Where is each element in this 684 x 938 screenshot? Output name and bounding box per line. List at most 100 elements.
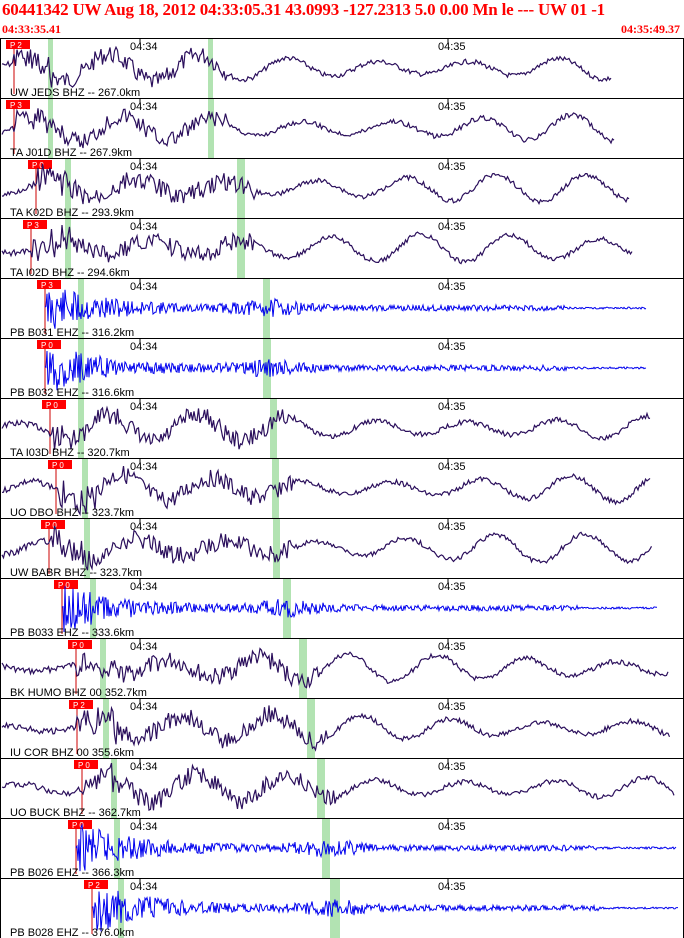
- pick-marker: [48, 460, 72, 469]
- minute-label: 04:34: [130, 41, 158, 53]
- station-label: PB B028 EHZ -- 376.0km: [10, 927, 134, 938]
- window-band: [237, 159, 245, 218]
- pick-marker: [37, 340, 61, 349]
- window-band: [330, 879, 340, 938]
- station-label: PB B033 EHZ -- 333.6km: [10, 627, 134, 639]
- station-label: TA I02D BHZ -- 294.6km: [10, 267, 130, 279]
- minute-label: 04:35: [438, 341, 466, 353]
- pick-label: P 0: [58, 581, 70, 590]
- event-header-title: 60441342 UW Aug 18, 2012 04:33:05.31 43.…: [2, 0, 605, 19]
- window-band: [273, 519, 280, 578]
- pick-marker: [84, 880, 108, 889]
- pick-marker: [28, 160, 52, 169]
- minute-label: 04:35: [438, 881, 466, 893]
- pick-label: P 0: [52, 461, 64, 470]
- pick-label: P 0: [46, 401, 58, 410]
- trace-panel: 04:34 04:35 P 0 UW BABR BHZ -- 323.7km: [0, 518, 684, 579]
- trace-panel: 04:34 04:35 P 3 PB B031 EHZ -- 316.2km: [0, 278, 684, 339]
- pick-marker: [69, 700, 93, 709]
- pick-label: P 2: [88, 881, 100, 890]
- minute-label: 04:34: [130, 401, 158, 413]
- window-band: [78, 339, 84, 398]
- trace-panel: 04:34 04:35 P 2 IU COR BHZ 00 355.6km: [0, 698, 684, 759]
- trace-panel: 04:34 04:35 P 0 UO DBO BHZ -- 323.7km: [0, 458, 684, 519]
- station-label: UO DBO BHZ -- 323.7km: [10, 507, 134, 519]
- station-label: UW JEDS BHZ -- 267.0km: [10, 87, 140, 99]
- window-band: [208, 99, 214, 158]
- window-band: [307, 699, 315, 758]
- window-band: [48, 39, 53, 98]
- trace-panel: 04:34 04:35 P 3 TA J01D BHZ -- 267.9km: [0, 98, 684, 159]
- trace-panel: 04:34 04:35 P 0 TA K02D BHZ -- 293.9km: [0, 158, 684, 219]
- minute-label: 04:35: [438, 761, 466, 773]
- window-band: [78, 399, 84, 458]
- pick-marker: [68, 640, 92, 649]
- station-label: PB B031 EHZ -- 316.2km: [10, 327, 134, 339]
- pick-label: P 0: [72, 821, 84, 830]
- waveform-trace: [1, 466, 651, 516]
- waveform-trace: [1, 762, 675, 811]
- window-band: [103, 699, 109, 758]
- waveform-trace: [44, 289, 647, 329]
- minute-label: 04:34: [130, 641, 158, 653]
- window-band: [100, 639, 106, 698]
- waveform-trace: [1, 225, 633, 265]
- minute-label: 04:34: [130, 881, 158, 893]
- pick-label: P 3: [10, 101, 22, 110]
- window-band: [82, 459, 88, 518]
- pick-label: P 3: [41, 281, 53, 290]
- minute-label: 04:34: [130, 221, 158, 233]
- window-band: [299, 639, 307, 698]
- waveform-trace: [61, 586, 657, 633]
- pick-marker: [6, 40, 30, 49]
- minute-label: 04:34: [130, 101, 158, 113]
- pick-label: P 2: [73, 701, 85, 710]
- window-band: [114, 819, 120, 878]
- window-band: [237, 219, 245, 278]
- station-label: UO BUCK BHZ -- 362.7km: [10, 807, 141, 819]
- trace-panel: 04:34 04:35 P 2 PB B028 EHZ -- 376.0km: [0, 878, 684, 938]
- station-label: PB B032 EHZ -- 316.6km: [10, 387, 134, 399]
- trace-panel: 04:34 04:35 P 0 PB B033 EHZ -- 333.6km: [0, 578, 684, 639]
- window-band: [48, 99, 53, 158]
- pick-label: P 3: [27, 221, 39, 230]
- trace-panel: 04:34 04:35 P 0 PB B026 EHZ -- 366.3km: [0, 818, 684, 879]
- minute-label: 04:35: [438, 521, 466, 533]
- minute-label: 04:35: [438, 161, 466, 173]
- waveform-trace: [1, 45, 612, 88]
- pick-marker: [42, 400, 66, 409]
- pick-label: P 0: [78, 761, 90, 770]
- minute-label: 04:35: [438, 701, 466, 713]
- minute-label: 04:35: [438, 821, 466, 833]
- window-end-time: 04:35:49.37: [621, 22, 680, 36]
- pick-label: P 0: [45, 521, 57, 530]
- minute-label: 04:34: [130, 761, 158, 773]
- station-label: UW BABR BHZ -- 323.7km: [10, 567, 142, 579]
- pick-marker: [68, 820, 92, 829]
- waveform-trace: [92, 890, 678, 932]
- minute-label: 04:34: [130, 341, 158, 353]
- trace-panel: 04:34 04:35 P 0 UO BUCK BHZ -- 362.7km: [0, 758, 684, 819]
- waveform-trace: [1, 163, 630, 205]
- window-band: [270, 399, 277, 458]
- pick-label: P 2: [10, 41, 22, 50]
- window-band: [65, 219, 71, 278]
- trace-panel: 04:34 04:35 P 2 UW JEDS BHZ -- 267.0km: [0, 38, 684, 99]
- minute-label: 04:35: [438, 641, 466, 653]
- minute-label: 04:35: [438, 281, 466, 293]
- pick-label: P 0: [32, 161, 44, 170]
- minute-label: 04:34: [130, 821, 158, 833]
- station-label: IU COR BHZ 00 355.6km: [10, 747, 134, 759]
- pick-marker: [41, 520, 65, 529]
- window-band: [263, 339, 271, 398]
- pick-marker: [74, 760, 98, 769]
- waveform-trace: [75, 823, 677, 872]
- trace-panel: 04:34 04:35 P 0 BK HUMO BHZ 00 352.7km: [0, 638, 684, 699]
- waveform-trace: [1, 405, 651, 451]
- minute-label: 04:35: [438, 101, 466, 113]
- minute-label: 04:34: [130, 701, 158, 713]
- minute-label: 04:35: [438, 41, 466, 53]
- window-band: [111, 759, 117, 818]
- window-band: [322, 819, 330, 878]
- trace-panel: 04:34 04:35 P 3 TA I02D BHZ -- 294.6km: [0, 218, 684, 279]
